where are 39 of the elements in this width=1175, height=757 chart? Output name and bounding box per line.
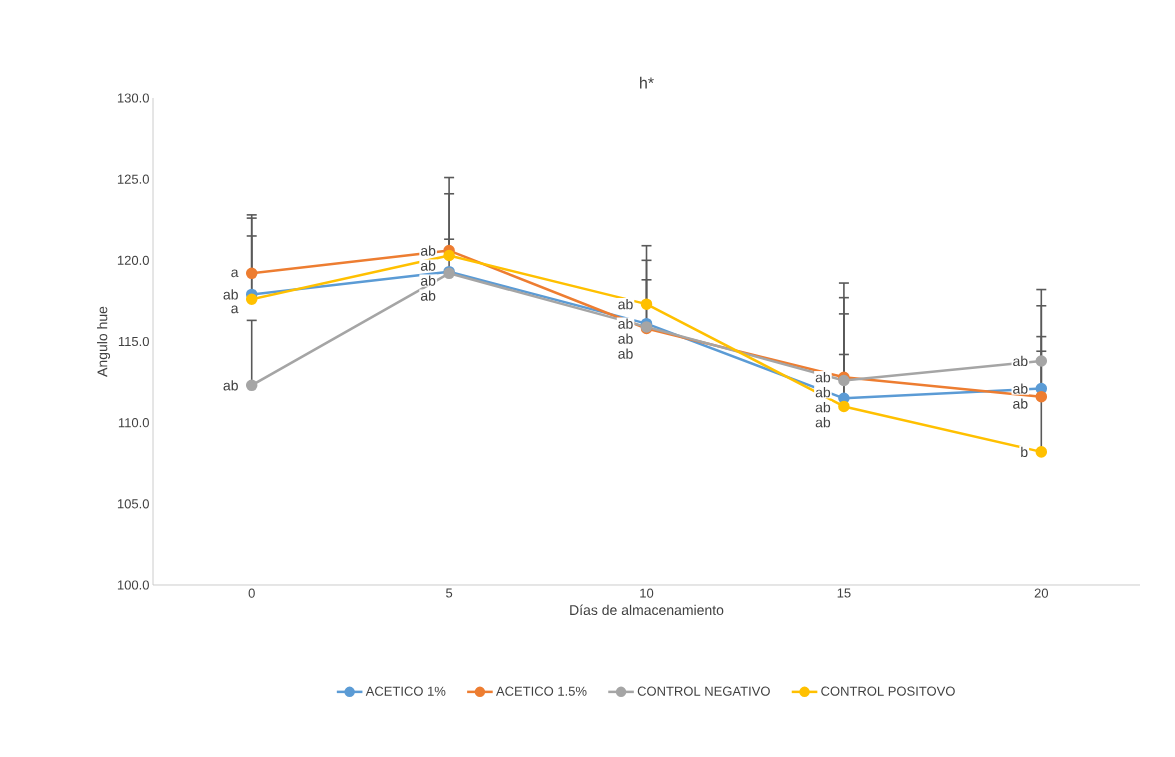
y-tick-label: 120.0 (117, 255, 149, 265)
data-label: ab (815, 417, 831, 428)
data-label: ab (420, 260, 436, 271)
data-label: ab (420, 245, 436, 256)
data-label: ab (223, 380, 238, 391)
x-tick-label: 20 (1034, 588, 1049, 598)
data-label: ab (618, 299, 633, 310)
data-label: b (1021, 446, 1028, 458)
y-tick-label: 125.0 (117, 174, 149, 184)
y-tick-label: 130.0 (117, 93, 149, 103)
x-tick-label: 10 (640, 588, 654, 598)
data-label: ab (420, 275, 436, 286)
legend-label: CONTROL NEGATIVO (637, 686, 770, 696)
y-axis-title: Angulo hue (97, 306, 111, 377)
data-label: ab (618, 348, 633, 359)
data-label: ab (1013, 398, 1028, 409)
x-tick-label: 5 (446, 588, 453, 598)
data-label: ab (618, 333, 633, 344)
data-label: ab (618, 318, 633, 329)
legend-label: ACETICO 1% (365, 686, 446, 696)
y-tick-label: 100.0 (117, 580, 149, 590)
y-tick-label: 105.0 (117, 499, 149, 509)
y-tick-label: 115.0 (118, 336, 149, 347)
x-tick-label: 0 (248, 588, 255, 598)
legend-label: CONTROL POSITOVO (821, 686, 955, 696)
data-label: ab (815, 387, 831, 398)
data-label: ab (1013, 355, 1028, 367)
data-label: ab (420, 290, 436, 301)
x-tick-label: 15 (837, 588, 851, 598)
y-tick-label: 110.0 (118, 418, 149, 428)
data-label: a (231, 305, 239, 314)
data-label: ab (1013, 383, 1028, 394)
data-label: a (231, 269, 239, 278)
data-label: ab (815, 402, 831, 413)
x-axis-title: Días de almacenamiento (570, 604, 724, 616)
data-label: ab (223, 289, 238, 300)
legend-label: ACETICO 1.5% (496, 686, 587, 696)
data-label: ab (815, 372, 831, 383)
chart-title: h* (640, 76, 654, 89)
